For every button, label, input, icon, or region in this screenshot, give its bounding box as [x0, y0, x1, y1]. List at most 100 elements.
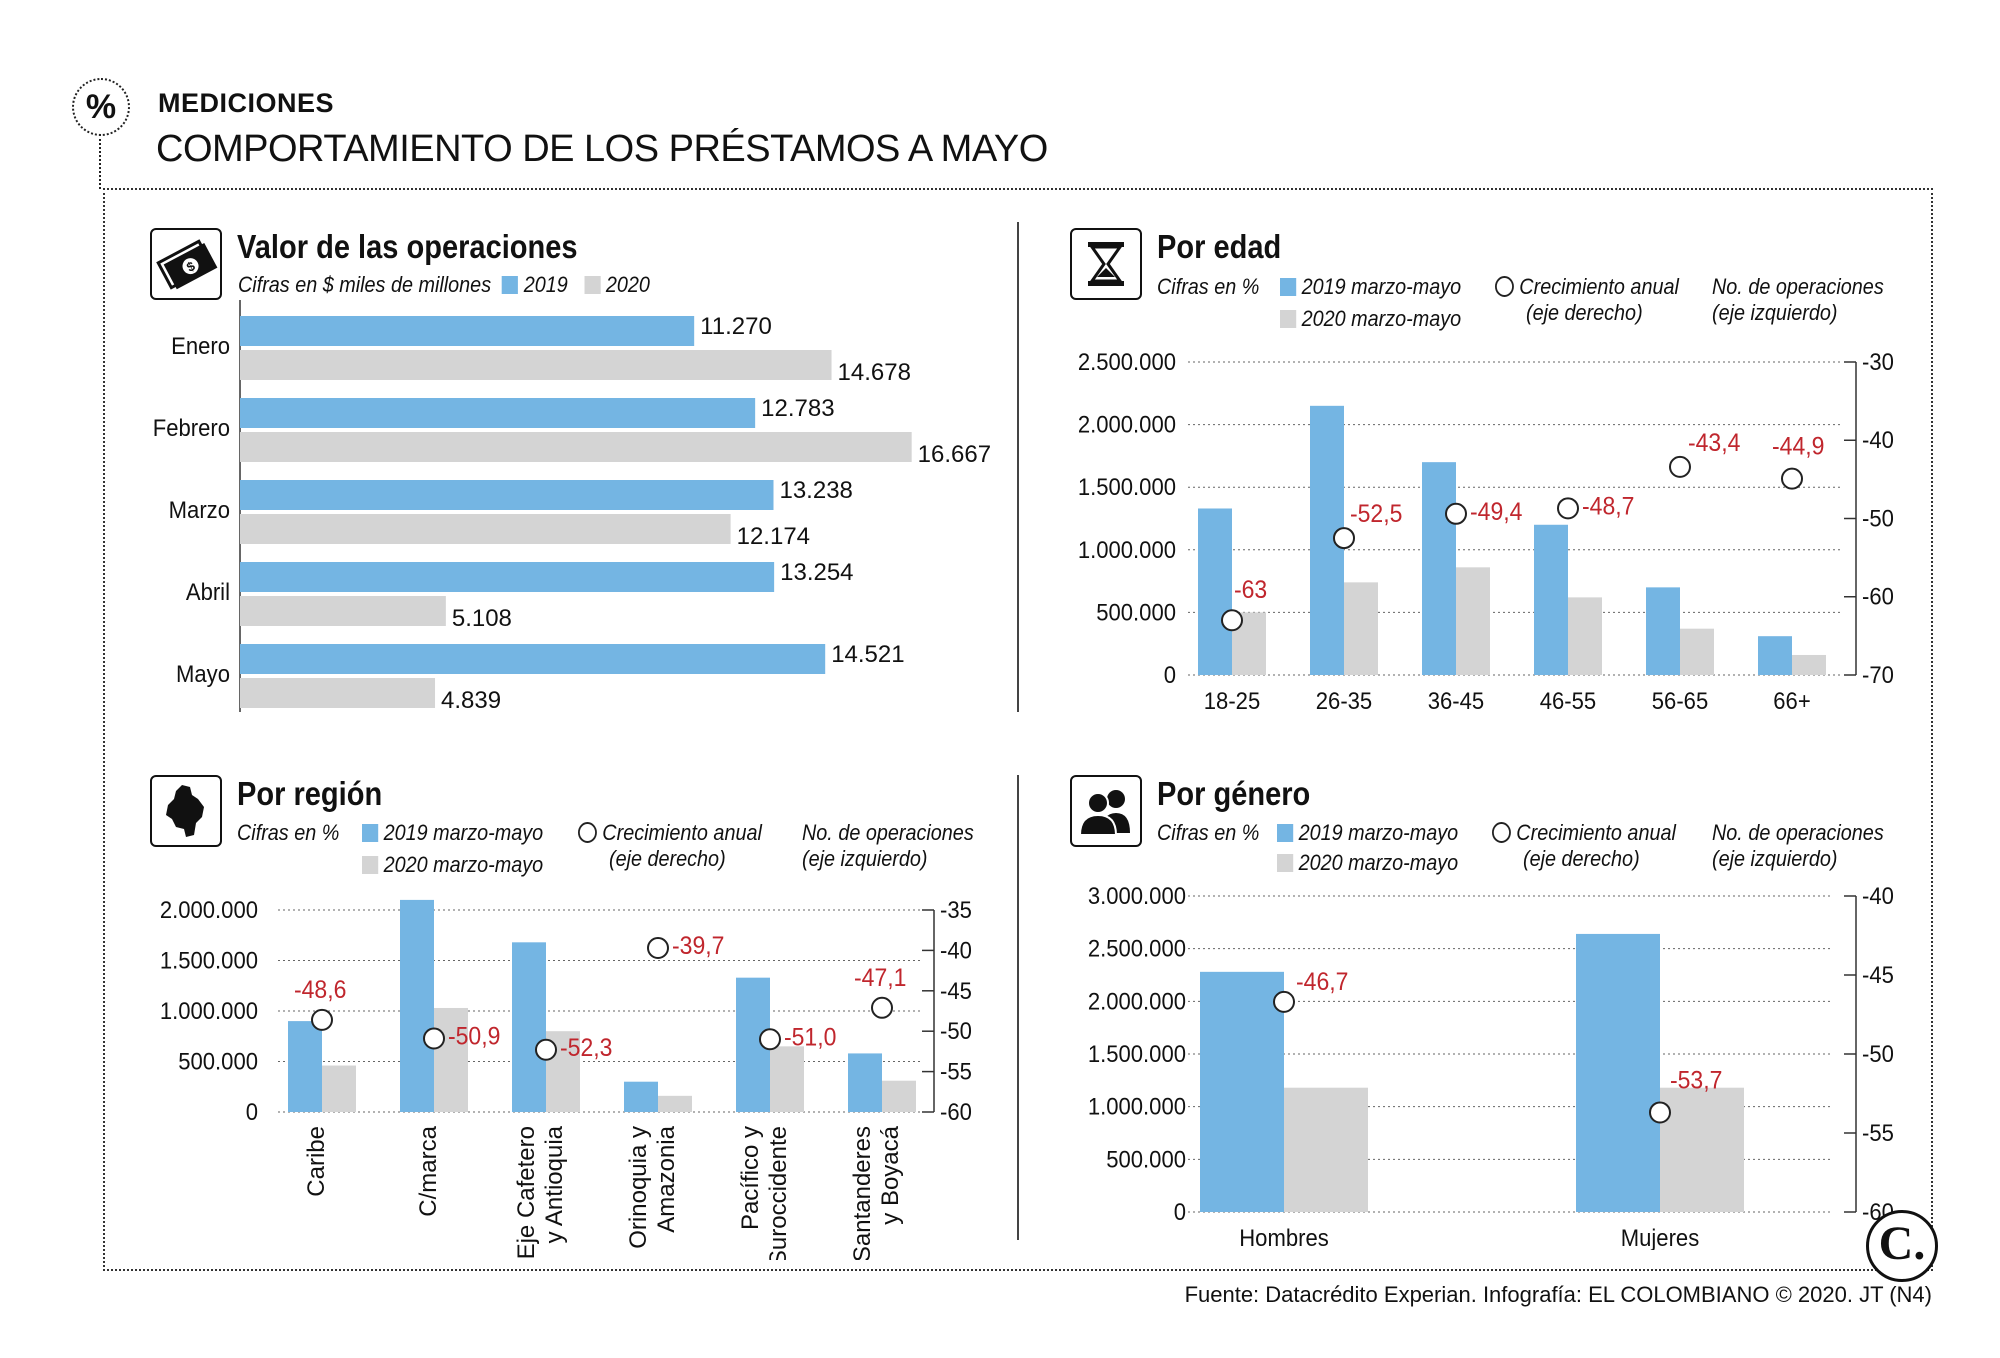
- edad-bar-2020: [1456, 567, 1490, 675]
- valor-bar-2020: [240, 432, 912, 462]
- region-growth-axis-note: (eje derecho): [609, 846, 726, 871]
- genero-legend-2019: 2019 marzo-mayo: [1277, 820, 1458, 846]
- region-bar-2019: [624, 1081, 658, 1112]
- region-growth-label: -50,9: [448, 1023, 500, 1051]
- genero-legend-2019-label: 2019 marzo-mayo: [1298, 820, 1459, 845]
- genero-category-label: Mujeres: [1621, 1224, 1700, 1250]
- legend-swatch-2019: [362, 824, 379, 842]
- edad-growth-label: -48,7: [1582, 492, 1634, 520]
- region-ops-axis-note: (eje izquierdo): [802, 846, 928, 871]
- region-chart: 0 500.000 1.000.000 1.500.000 2.000.000 -60 -5…: [160, 896, 972, 1260]
- region-legend-2019-label: 2019 marzo-mayo: [383, 820, 544, 845]
- edad-left-tick-label: 1.500.000: [1078, 473, 1176, 500]
- genero-growth-axis-note: (eje derecho): [1523, 846, 1640, 871]
- region-category-label: y Antioquia: [541, 1125, 568, 1243]
- edad-bar-2019: [1534, 524, 1568, 675]
- valor-category-label: Enero: [171, 332, 230, 359]
- region-growth-marker: [423, 1027, 445, 1050]
- edad-ops-label: No. de operaciones: [1712, 274, 1884, 299]
- region-right-tick-label: -35: [940, 896, 972, 923]
- region-bar-2020: [658, 1095, 692, 1112]
- valor-bar-2019: [240, 480, 774, 510]
- region-right-tick-label: -40: [940, 937, 972, 964]
- region-left-tick-label: 0: [246, 1098, 258, 1125]
- valor-category-label: Marzo: [169, 496, 230, 523]
- valor-category-label: Febrero: [153, 414, 230, 441]
- region-bar-2020: [882, 1080, 916, 1112]
- region-category-label: Eje Cafetero: [513, 1126, 540, 1259]
- region-category-label: Suroccidente: [765, 1126, 792, 1260]
- region-legend-growth: Crecimiento anual: [578, 820, 762, 846]
- valor-bar-2020: [240, 350, 832, 380]
- edad-right-tick-label: -30: [1862, 348, 1894, 375]
- valor-data-label-2020: 14.678: [838, 359, 911, 386]
- infographic-frame: [103, 188, 1933, 1271]
- edad-growth-label: Crecimiento anual: [1519, 274, 1679, 299]
- genero-subtitle: Cifras en %: [1157, 820, 1260, 845]
- valor-data-label-2019: 13.238: [779, 477, 852, 504]
- edad-bar-2019: [1422, 462, 1456, 675]
- edad-left-tick-label: 2.500.000: [1078, 348, 1176, 375]
- legend-ring-icon: [1495, 276, 1514, 297]
- edad-legend-2020-label: 2020 marzo-mayo: [1301, 306, 1462, 331]
- valor-data-label-2019: 13.254: [780, 559, 853, 586]
- genero-title: Por género: [1157, 775, 1311, 812]
- valor-data-label-2019: 11.270: [700, 313, 772, 340]
- legend-ring-icon: [1492, 822, 1511, 843]
- region-category-label: Caribe: [303, 1126, 330, 1197]
- region-left-tick-label: 1.000.000: [160, 997, 258, 1024]
- genero-left-tick-label: 0: [1174, 1198, 1186, 1225]
- valor-bar-2020: [240, 514, 731, 544]
- genero-left-tick-label: 1.000.000: [1088, 1093, 1186, 1120]
- separator-top: [1017, 222, 1019, 712]
- region-category-label: C/marca: [415, 1125, 442, 1216]
- valor-subtitle: Cifras en $ miles de millones: [238, 272, 492, 297]
- edad-legend-growth: Crecimiento anual: [1495, 274, 1679, 300]
- region-growth-marker: [647, 936, 669, 959]
- genero-chart: 0 500.000 1.000.000 1.500.000 2.000.000 2.500…: [1088, 882, 1894, 1250]
- genero-bar-2019: [1576, 933, 1660, 1212]
- genero-left-tick-label: 2.500.000: [1088, 935, 1186, 962]
- edad-chart: 0 500.000 1.000.000 1.500.000 2.000.000 2.500…: [1078, 348, 1894, 714]
- genero-ops-axis-note: (eje izquierdo): [1712, 846, 1838, 871]
- genero-growth-marker: [1273, 990, 1295, 1013]
- edad-bar-2019: [1198, 508, 1232, 675]
- edad-growth-marker: [1557, 497, 1579, 520]
- region-growth-label: -47,1: [854, 964, 906, 992]
- region-right-tick-label: -45: [940, 977, 972, 1004]
- valor-legend-2020: 2020: [605, 272, 650, 297]
- region-growth-label: -51,0: [784, 1023, 836, 1051]
- edad-growth-marker: [1333, 527, 1355, 550]
- edad-bar-2020: [1344, 582, 1378, 675]
- edad-category-label: 36-45: [1428, 687, 1484, 714]
- header-dotted-connector: [99, 134, 101, 189]
- region-bar-2020: [770, 1046, 804, 1112]
- edad-growth-axis-note: (eje derecho): [1526, 300, 1643, 325]
- region-bar-2020: [434, 1007, 468, 1112]
- region-growth-label: -48,6: [294, 976, 346, 1004]
- valor-category-label: Mayo: [176, 660, 230, 687]
- region-category-label: y Boyacá: [877, 1125, 904, 1224]
- edad-bar-2019: [1646, 587, 1680, 675]
- region-legend-2020: 2020 marzo-mayo: [362, 852, 543, 878]
- region-category-label: Orinoquia y: [625, 1126, 652, 1249]
- region-growth-marker: [871, 996, 893, 1019]
- region-left-tick-label: 1.500.000: [160, 947, 258, 974]
- genero-right-tick-label: -40: [1862, 882, 1894, 909]
- valor-bar-2020: [240, 596, 446, 626]
- genero-left-tick-label: 1.500.000: [1088, 1040, 1186, 1067]
- edad-left-tick-label: 1.000.000: [1078, 536, 1176, 563]
- legend-ring-icon: [578, 822, 597, 843]
- region-growth-label: -52,3: [560, 1034, 612, 1062]
- genero-bar-2020: [1660, 1087, 1744, 1212]
- region-growth-label: Crecimiento anual: [602, 820, 762, 845]
- valor-legend-2019: 2019: [523, 272, 568, 297]
- region-left-tick-label: 2.000.000: [160, 896, 258, 923]
- region-left-tick-label: 500.000: [178, 1048, 258, 1075]
- valor-category-label: Abril: [186, 578, 230, 605]
- legend-swatch-2019: [1280, 278, 1297, 296]
- legend-swatch-2020: [362, 856, 379, 874]
- valor-data-label-2020: 5.108: [452, 605, 512, 632]
- legend-swatch-2020: [1280, 310, 1297, 328]
- edad-category-label: 26-35: [1316, 687, 1372, 714]
